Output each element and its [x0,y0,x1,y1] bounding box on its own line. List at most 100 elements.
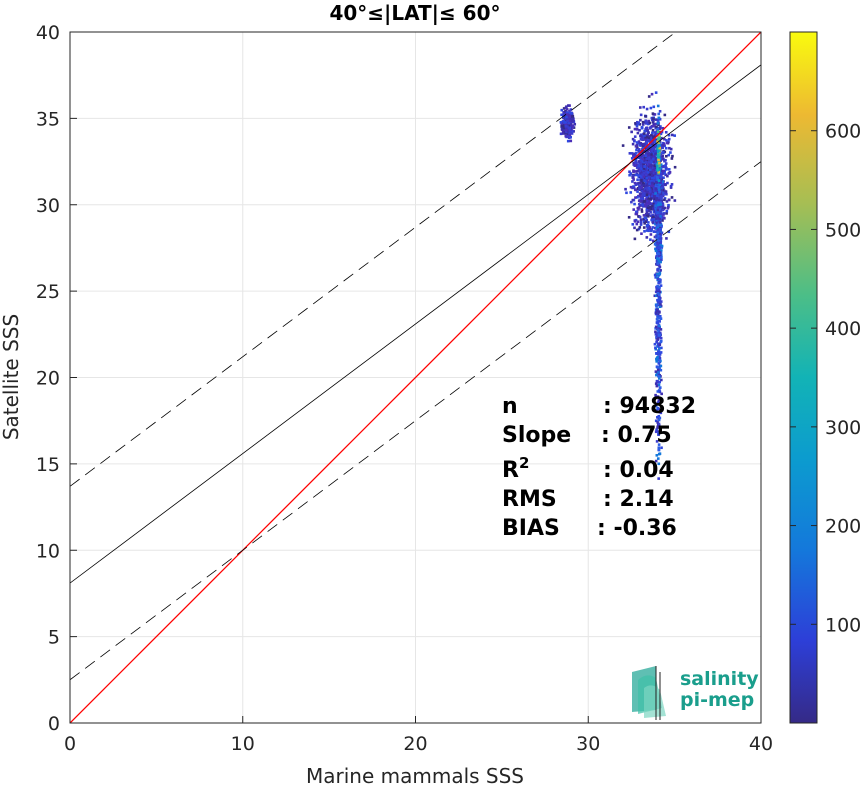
density-bin [644,203,647,206]
density-bin [667,133,671,137]
density-bin [636,187,640,191]
density-bin [643,179,647,183]
density-bin [653,243,657,246]
density-bin [657,186,660,189]
density-bin [656,329,660,332]
density-bin [631,142,635,146]
density-bin [649,229,653,233]
y-tick-label: 30 [36,195,60,217]
density-bin [640,175,643,178]
density-bin [650,176,654,180]
density-bin [565,107,569,111]
density-bin [568,133,572,137]
density-bin [658,109,662,113]
density-bin [631,198,635,202]
colorbar-tick-label: 600 [825,121,861,143]
density-bin [667,230,671,234]
density-bin [659,192,663,196]
density-bin [650,92,654,96]
density-bin [633,139,636,142]
density-bin [656,118,660,122]
density-bin [669,147,673,151]
density-bin [649,211,652,214]
density-bin [642,137,645,141]
density-bin [642,192,646,195]
density-bin [637,167,641,171]
density-bin [639,164,643,167]
density-bin [645,229,649,232]
density-bin [657,174,660,177]
density-bin [640,232,643,235]
density-bin [562,119,565,123]
density-bin [654,152,657,156]
colorbar-tick-label: 400 [825,318,861,340]
density-bin [657,188,661,191]
density-bin [651,204,654,208]
density-bin [658,335,662,339]
density-bin [653,342,657,346]
density-bin [665,209,669,213]
density-bin [657,462,661,466]
density-bin [660,244,664,248]
density-bin [657,138,661,141]
density-bin [635,210,638,214]
density-bin [652,145,656,149]
density-bin [650,125,654,128]
density-bin [651,197,654,200]
density-bin [632,208,636,211]
density-bin [645,121,648,124]
density-bin [650,228,653,231]
density-bin [657,430,660,433]
density-bin [567,126,570,130]
density-bin [632,178,635,181]
x-axis-label: Marine mammals SSS [306,764,524,786]
density-bin [658,239,661,243]
density-bin [643,222,646,225]
y-tick-label: 5 [48,627,60,649]
density-bin [643,157,646,160]
density-bin [656,308,659,312]
stat-label: BIAS [502,516,560,541]
density-bin [654,459,658,463]
density-bin [657,443,661,446]
density-bin [633,220,637,223]
density-bin [661,185,664,188]
density-bin [671,154,674,158]
density-bin [654,122,658,126]
density-bin [655,130,659,133]
density-bin [663,197,667,200]
density-bin [634,161,637,165]
density-bin [652,136,655,139]
density-bin [569,108,573,111]
density-bin [638,192,642,196]
density-bin [653,157,657,160]
density-bin [644,201,648,204]
density-bin [566,134,570,138]
density-bin [636,220,640,224]
density-bin [564,122,567,126]
density-bin [562,113,566,116]
density-bin [643,216,647,220]
density-bin [649,106,653,110]
density-bin [653,189,656,192]
density-bin [645,141,649,144]
density-bin [645,218,649,222]
density-bin [656,416,659,419]
density-bin [565,117,568,120]
density-bin [643,165,647,168]
upper-bound-line [70,32,677,487]
density-bin [637,140,641,143]
density-bin [632,155,635,158]
stats-box: n: 94832 Slope: 0.75 R2: 0.04 RMS: 2.14 BIAS… [502,394,696,541]
density-bin [661,126,665,130]
density-bin [636,146,639,149]
density-bin [655,247,659,250]
colorbar [789,31,818,724]
density-bin [572,130,575,133]
density-bin [640,167,643,170]
density-bin [644,158,647,162]
density-bin [658,246,661,249]
density-bin [654,404,658,408]
density-bin [654,393,657,397]
